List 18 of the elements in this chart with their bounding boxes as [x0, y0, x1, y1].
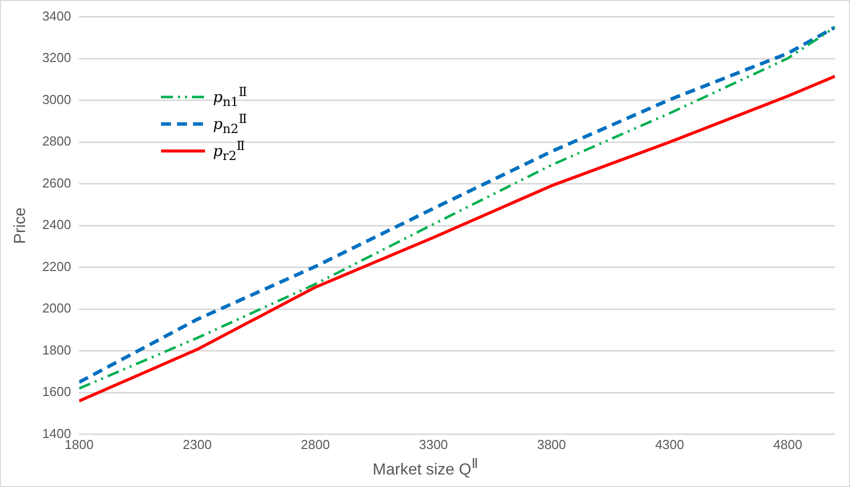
- y-tick-label: 2600: [42, 175, 72, 190]
- y-tick-label: 2000: [42, 300, 72, 316]
- y-tick-label: 3400: [42, 8, 72, 24]
- x-tick-label: 3300: [418, 436, 448, 452]
- y-tick-label: 1800: [42, 342, 72, 358]
- y-tick-label: 2200: [42, 258, 72, 274]
- y-tick-label: 2400: [42, 217, 72, 232]
- x-tick-label: 4800: [773, 436, 802, 452]
- y-tick-label: 3200: [42, 50, 72, 66]
- y-tick-label: 1600: [42, 384, 72, 400]
- x-tick-label: 2300: [182, 436, 212, 452]
- y-tick-label: 2800: [42, 134, 72, 149]
- y-axis-title: Price: [12, 207, 30, 244]
- x-tick-label: 4300: [655, 436, 684, 452]
- y-tick-label: 3000: [42, 92, 72, 107]
- x-tick-label: 2800: [300, 436, 330, 452]
- x-axis-title: Market size Q$^{Ⅱ}$: [372, 456, 478, 480]
- x-tick-label: 3800: [537, 436, 566, 452]
